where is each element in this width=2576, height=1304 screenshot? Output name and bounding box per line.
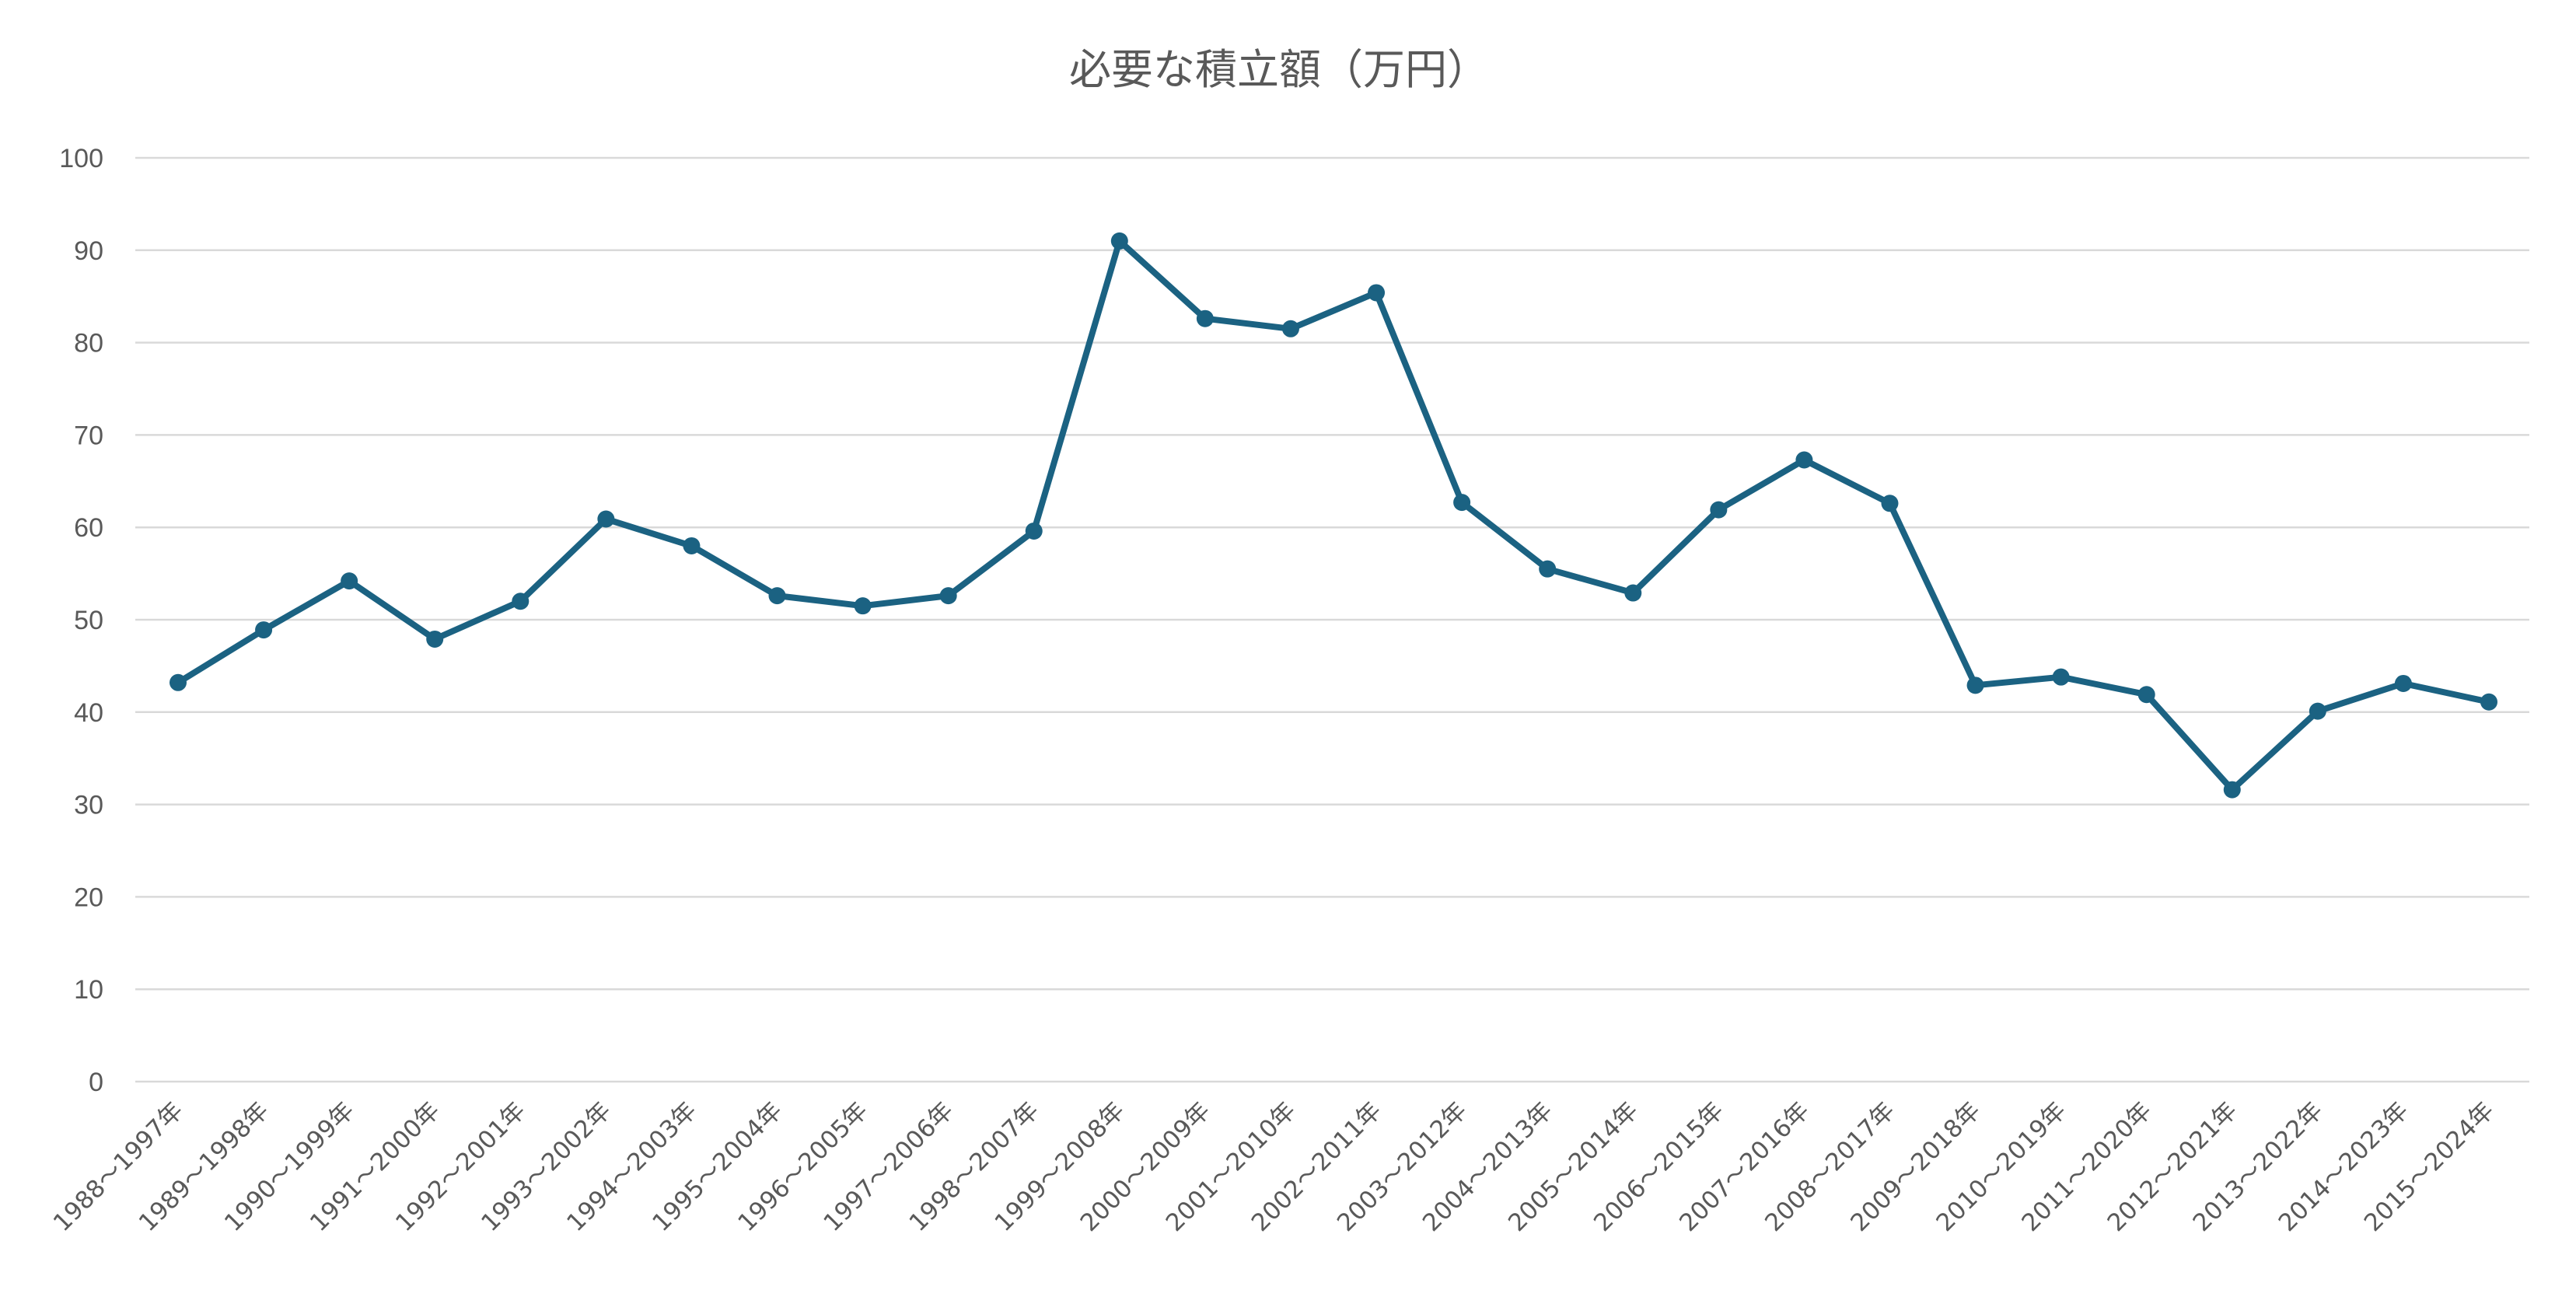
data-point bbox=[1966, 676, 1984, 694]
y-tick-label: 80 bbox=[74, 329, 103, 358]
data-point bbox=[1795, 451, 1813, 469]
data-point bbox=[1710, 501, 1728, 519]
data-point bbox=[1025, 522, 1043, 540]
y-axis-tick-labels: 0 10 20 30 40 50 60 70 80 90 100 bbox=[59, 144, 103, 1097]
series-line bbox=[175, 237, 2492, 793]
y-tick-label: 70 bbox=[74, 421, 103, 450]
data-point bbox=[170, 673, 187, 691]
chart-title: 必要な積立額（万円） bbox=[1069, 45, 1489, 94]
data-point bbox=[1368, 284, 1386, 302]
y-tick-label: 10 bbox=[74, 975, 103, 1005]
data-point bbox=[2223, 781, 2241, 799]
data-point bbox=[1281, 320, 1299, 337]
data-point bbox=[1539, 560, 1557, 578]
y-tick-label: 0 bbox=[89, 1068, 103, 1097]
data-point bbox=[2137, 686, 2155, 704]
series-layer bbox=[170, 232, 2497, 799]
data-point bbox=[1881, 495, 1899, 512]
data-point bbox=[512, 593, 530, 610]
data-point bbox=[854, 597, 872, 615]
data-point bbox=[597, 510, 615, 528]
data-point bbox=[683, 537, 701, 554]
y-tick-label: 40 bbox=[74, 698, 103, 728]
data-point bbox=[341, 572, 358, 590]
y-tick-label: 100 bbox=[59, 144, 103, 173]
data-point bbox=[2309, 702, 2326, 720]
x-axis-tick-labels: 1988～1997年1989～1998年1990～1999年1991～2000年… bbox=[48, 1096, 2500, 1237]
y-tick-label: 30 bbox=[74, 791, 103, 820]
data-point bbox=[768, 587, 786, 605]
y-tick-label: 20 bbox=[74, 883, 103, 912]
gridlines bbox=[135, 156, 2529, 1083]
data-point bbox=[2052, 668, 2070, 686]
data-point bbox=[2480, 693, 2497, 711]
data-point bbox=[1453, 494, 1471, 512]
y-tick-label: 90 bbox=[74, 236, 103, 266]
data-point bbox=[1624, 584, 1642, 602]
data-point bbox=[2394, 674, 2412, 692]
data-point bbox=[1110, 232, 1128, 250]
data-point bbox=[1196, 309, 1214, 327]
data-point bbox=[426, 630, 444, 648]
y-tick-label: 60 bbox=[74, 513, 103, 543]
data-point bbox=[255, 621, 273, 639]
data-point bbox=[939, 587, 957, 605]
y-tick-label: 50 bbox=[74, 606, 103, 635]
